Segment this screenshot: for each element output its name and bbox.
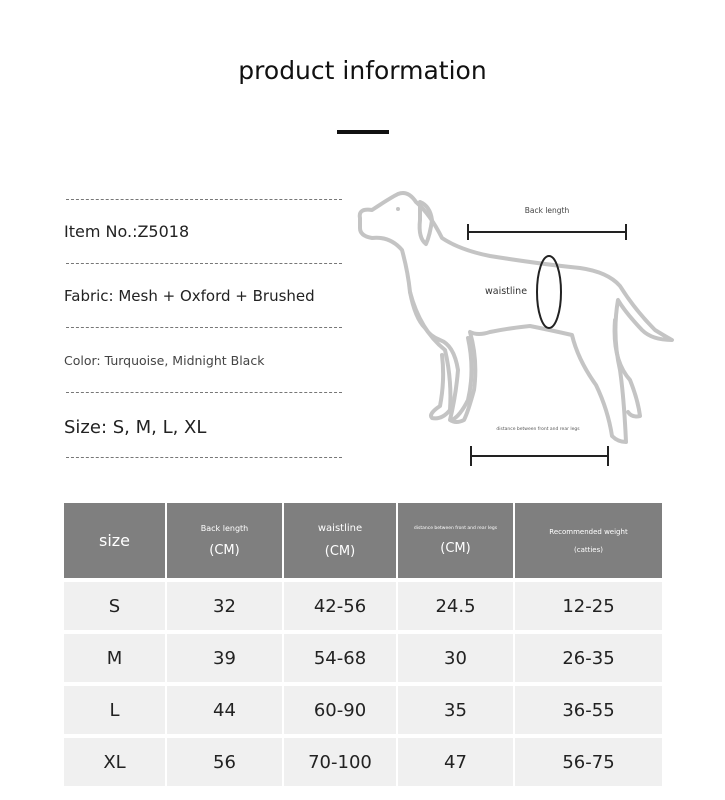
table-row: L 44 60-90 35 36-55	[64, 686, 662, 734]
table-cell: 60-90	[284, 686, 396, 734]
table-cell: 30	[398, 634, 513, 682]
table-cell: 26-35	[515, 634, 662, 682]
back-length-label: Back length	[525, 206, 570, 215]
row-gap	[64, 630, 662, 634]
table-cell: 12-25	[515, 582, 662, 630]
table-header-row: size Back length (CM) waistline (CM) dista…	[64, 503, 662, 578]
header-unit: (CM)	[209, 542, 240, 558]
title-underline	[337, 130, 389, 134]
table-cell: 36-55	[515, 686, 662, 734]
header-label: waistline	[317, 522, 363, 534]
waistline-ring	[536, 255, 562, 329]
header-unit: (catties)	[574, 545, 603, 554]
header-label: Recommended weight	[549, 527, 628, 536]
divider	[66, 457, 342, 458]
table-cell: 39	[167, 634, 282, 682]
back-length-bracket	[467, 224, 627, 240]
divider	[66, 199, 342, 200]
header-back-length: Back length (CM)	[167, 503, 282, 578]
row-gap	[64, 578, 662, 582]
table-cell: L	[64, 686, 165, 734]
divider	[66, 327, 342, 328]
size-chart-table: size Back length (CM) waistline (CM) dista…	[62, 503, 664, 786]
header-label: Back length	[200, 523, 249, 533]
table-row: XL 56 70-100 47 56-75	[64, 738, 662, 786]
header-waistline: waistline (CM)	[284, 503, 396, 578]
table-cell: 42-56	[284, 582, 396, 630]
table-row: M 39 54-68 30 26-35	[64, 634, 662, 682]
header-unit: (CM)	[324, 543, 356, 559]
table-cell: S	[64, 582, 165, 630]
header-unit: (CM)	[440, 540, 471, 556]
divider	[66, 392, 342, 393]
table-cell: 70-100	[284, 738, 396, 786]
table-cell: 32	[167, 582, 282, 630]
header-recommended-weight: Recommended weight (catties)	[515, 503, 662, 578]
divider	[66, 263, 342, 264]
table-cell: XL	[64, 738, 165, 786]
leg-distance-label: distance between front and rear legs	[496, 426, 580, 432]
header-leg-distance: distance between front and rear legs (CM)	[398, 503, 513, 578]
header-label: distance between front and rear legs	[413, 525, 498, 531]
header-size: size	[64, 503, 165, 578]
table-row: S 32 42-56 24.5 12-25	[64, 582, 662, 630]
leg-distance-bracket	[470, 446, 609, 466]
dog-measurement-diagram: Back length waistline distance between f…	[357, 191, 674, 466]
table-cell: 24.5	[398, 582, 513, 630]
dog-eye-icon	[396, 207, 400, 211]
waistline-label: waistline	[485, 286, 527, 297]
color: Color: Turquoise, Midnight Black	[64, 353, 265, 368]
row-gap	[64, 682, 662, 686]
row-gap	[64, 734, 662, 738]
sizes: Size: S, M, L, XL	[64, 417, 207, 438]
table-cell: M	[64, 634, 165, 682]
table-cell: 35	[398, 686, 513, 734]
fabric: Fabric: Mesh + Oxford + Brushed	[64, 287, 315, 305]
table-cell: 54-68	[284, 634, 396, 682]
table-cell: 56	[167, 738, 282, 786]
dog-outline-icon	[357, 191, 674, 444]
page-title: product information	[238, 56, 487, 85]
table-cell: 56-75	[515, 738, 662, 786]
table-cell: 44	[167, 686, 282, 734]
table-cell: 47	[398, 738, 513, 786]
item-number: Item No.:Z5018	[64, 222, 190, 241]
